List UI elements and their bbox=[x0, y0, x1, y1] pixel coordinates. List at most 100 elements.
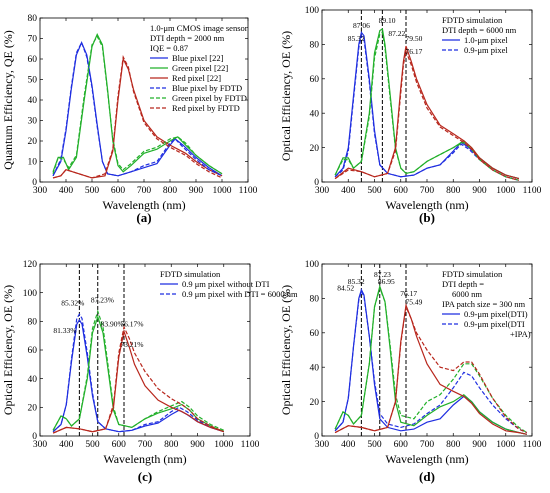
peak-value-label: 85.32 bbox=[348, 34, 365, 43]
x-axis-label: Wavelength (nm) bbox=[385, 198, 468, 212]
peak-value-label: 73.21% bbox=[120, 340, 143, 349]
series-line-red-solid bbox=[334, 45, 520, 180]
series-line-green-solid bbox=[52, 32, 223, 175]
x-tick-label: 300 bbox=[315, 440, 330, 450]
panel-label: (a) bbox=[136, 210, 151, 225]
x-axis-label: Wavelength (nm) bbox=[385, 452, 468, 466]
plot-frame bbox=[39, 17, 249, 183]
series-line-green-dashed bbox=[52, 35, 223, 175]
x-tick-label: 1000 bbox=[496, 186, 515, 196]
y-tick-label: 0 bbox=[32, 432, 37, 442]
y-tick-label: 80 bbox=[28, 14, 38, 24]
y-tick-label: 80 bbox=[310, 295, 320, 305]
peak-value-label: 79.50 bbox=[405, 34, 422, 43]
legend-label: Green pixel [22] bbox=[172, 63, 228, 73]
panel-a: 300 400 500 600 700 800 900 1000 1100 0 10 20 30 40 50… bbox=[1, 14, 258, 225]
x-tick-label: 300 bbox=[33, 440, 48, 450]
peak-value-label: 85.32 bbox=[348, 277, 365, 286]
info-text: DTI depth = bbox=[442, 279, 484, 289]
x-tick-label: 1000 bbox=[213, 186, 232, 196]
series-line-green-dashed bbox=[52, 309, 225, 431]
y-tick-label: 100 bbox=[23, 289, 38, 299]
x-tick-label: 700 bbox=[420, 186, 435, 196]
x-axis-label: Wavelength (nm) bbox=[103, 452, 186, 466]
legend-label: 1.0-μm pixel bbox=[464, 35, 508, 45]
info-text: IPA patch size = 300 nm bbox=[442, 299, 525, 309]
y-tick-label: 40 bbox=[310, 109, 320, 119]
info-text: DTI depth = 2000 nm bbox=[150, 33, 225, 43]
y-axis-label: Quantum Efficiency, QE (%) bbox=[1, 30, 15, 170]
info-text: IQE = 0.87 bbox=[150, 43, 188, 53]
x-tick-label: 600 bbox=[112, 440, 127, 450]
peak-value-label: 87.23 bbox=[374, 270, 391, 279]
legend-label: 0.9 μm pixel with DTI = 6000 nm bbox=[182, 289, 298, 299]
y-tick-label: 60 bbox=[310, 329, 320, 339]
info-text: FDTD simulation bbox=[442, 15, 503, 25]
y-tick-label: 0 bbox=[32, 178, 37, 188]
peak-value-label: 87.23% bbox=[91, 296, 114, 305]
plot-frame bbox=[321, 9, 533, 183]
legend-label: Blue pixel [22] bbox=[172, 53, 224, 63]
x-tick-label: 1100 bbox=[239, 186, 258, 196]
peak-value-label: 76.17 bbox=[405, 47, 422, 56]
x-tick-label: 500 bbox=[367, 440, 382, 450]
x-tick-label: 800 bbox=[446, 186, 461, 196]
x-tick-label: 900 bbox=[189, 186, 204, 196]
x-tick-label: 700 bbox=[138, 440, 153, 450]
x-tick-label: 300 bbox=[315, 186, 330, 196]
legend-label: +IPA) bbox=[510, 329, 531, 339]
x-tick-label: 1000 bbox=[496, 440, 515, 450]
peak-value-label: 84.52 bbox=[337, 284, 354, 293]
peak-value-label: 75.49 bbox=[405, 297, 422, 306]
legend-label: Red pixel [22] bbox=[172, 73, 221, 83]
info-text: 6000 nm bbox=[452, 289, 482, 299]
x-tick-label: 500 bbox=[85, 186, 100, 196]
x-tick-label: 300 bbox=[33, 186, 48, 196]
x-tick-label: 1100 bbox=[241, 440, 260, 450]
y-axis-label: Optical Efficiency, OE (%) bbox=[1, 285, 15, 415]
plot-frame bbox=[39, 263, 251, 437]
peak-value-label: 87.22 bbox=[388, 29, 405, 38]
peak-value-label: 83.90% bbox=[101, 319, 124, 328]
panel-b: 300 400 500 600 700 800 900 1000 1100 0 20 40 60 80 10… bbox=[279, 6, 542, 225]
series-group bbox=[334, 284, 528, 435]
y-tick-label: 20 bbox=[310, 398, 320, 408]
series-line-red-dashed bbox=[52, 55, 223, 179]
x-tick-label: 800 bbox=[164, 440, 179, 450]
info-text: DTI depth = 6000 nm bbox=[442, 25, 517, 35]
y-tick-label: 20 bbox=[28, 404, 38, 414]
x-tick-label: 600 bbox=[111, 186, 126, 196]
plot-frame bbox=[321, 263, 533, 437]
y-tick-label: 60 bbox=[28, 346, 38, 356]
y-tick-label: 80 bbox=[310, 41, 320, 51]
peak-value-label: 85.32% bbox=[61, 299, 84, 308]
y-tick-label: 40 bbox=[310, 363, 320, 373]
series-group bbox=[52, 309, 225, 434]
panel-label: (b) bbox=[419, 210, 435, 225]
y-tick-label: 70 bbox=[28, 35, 38, 45]
x-tick-label: 1100 bbox=[523, 440, 542, 450]
series-line-green-dashed bbox=[334, 286, 528, 434]
y-tick-label: 20 bbox=[310, 144, 320, 154]
peak-value-label: 87.06 bbox=[353, 21, 370, 30]
series-line-red-dashed bbox=[334, 304, 528, 434]
series-line-green-solid bbox=[52, 315, 225, 433]
x-tick-label: 400 bbox=[59, 440, 74, 450]
series-group bbox=[52, 32, 223, 179]
legend-label: 0.9-μm pixel(DTI) bbox=[464, 309, 528, 319]
y-tick-label: 60 bbox=[310, 75, 320, 85]
y-axis-label: Optical Efficiency, OE (%) bbox=[279, 31, 293, 161]
y-tick-label: 0 bbox=[314, 178, 319, 188]
x-tick-label: 500 bbox=[367, 186, 382, 196]
x-tick-label: 700 bbox=[137, 186, 152, 196]
x-tick-label: 400 bbox=[341, 186, 356, 196]
peak-value-label: 76.17% bbox=[120, 319, 143, 328]
panel-label: (c) bbox=[138, 469, 152, 484]
y-tick-label: 40 bbox=[28, 96, 38, 106]
peak-value-label: 76.17 bbox=[400, 289, 417, 298]
info-text: FDTD simulation bbox=[442, 269, 503, 279]
panel-d: 300 400 500 600 700 800 900 1000 1100 0 20 40 60 80 10… bbox=[279, 260, 542, 484]
series-line-blue-dashed bbox=[334, 34, 520, 181]
panel-label: (d) bbox=[419, 469, 435, 484]
